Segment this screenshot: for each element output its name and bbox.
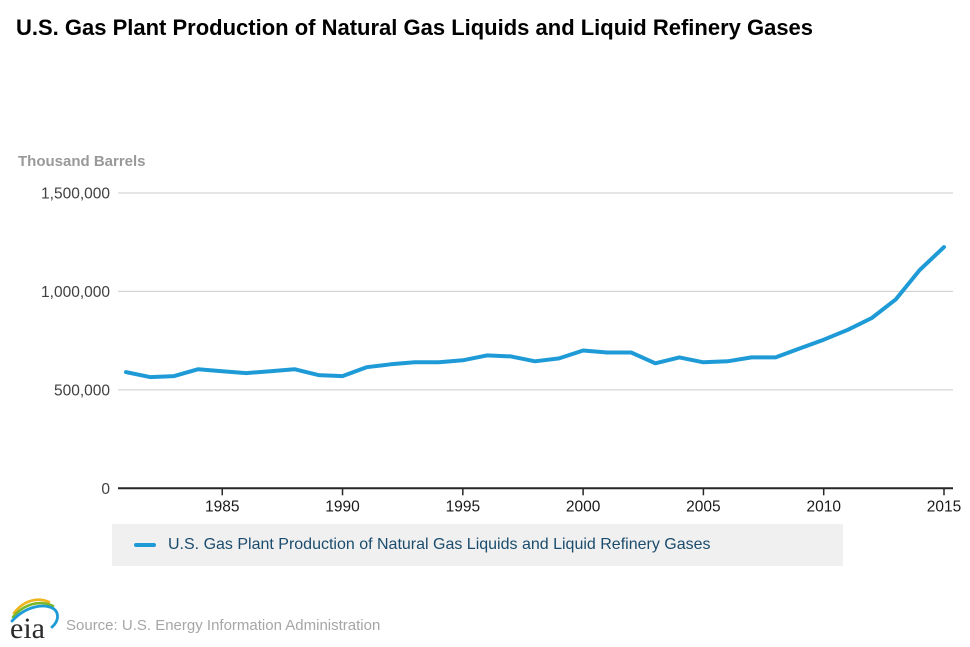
- x-tick-label: 1985: [205, 498, 239, 515]
- eia-logo: eia: [10, 598, 59, 643]
- chart-title: U.S. Gas Plant Production of Natural Gas…: [16, 15, 814, 40]
- x-tick-label: 2005: [686, 498, 720, 515]
- legend-series-label: U.S. Gas Plant Production of Natural Gas…: [168, 536, 711, 553]
- x-tick-label: 1990: [325, 498, 360, 515]
- logo-text: eia: [10, 612, 45, 643]
- legend: U.S. Gas Plant Production of Natural Gas…: [112, 524, 843, 566]
- source-text: Source: U.S. Energy Information Administ…: [66, 617, 381, 634]
- logo-arc-blue: [10, 604, 59, 629]
- x-tick-label: 1995: [446, 498, 480, 515]
- x-tick-label: 2000: [566, 498, 601, 515]
- series-line: [124, 245, 946, 380]
- x-tick-label: 2010: [806, 498, 841, 515]
- y-tick-label: 1,000,000: [41, 284, 110, 301]
- y-tick-label: 0: [101, 481, 110, 498]
- x-tick-label: 2015: [927, 498, 961, 515]
- legend-line-marker: [134, 543, 156, 547]
- y-tick-label: 1,500,000: [41, 186, 110, 203]
- logo-arc-yellow: [12, 598, 51, 615]
- y-axis-unit-label: Thousand Barrels: [18, 153, 146, 170]
- y-tick-label: 500,000: [54, 382, 110, 399]
- logo-arc-green: [11, 601, 55, 619]
